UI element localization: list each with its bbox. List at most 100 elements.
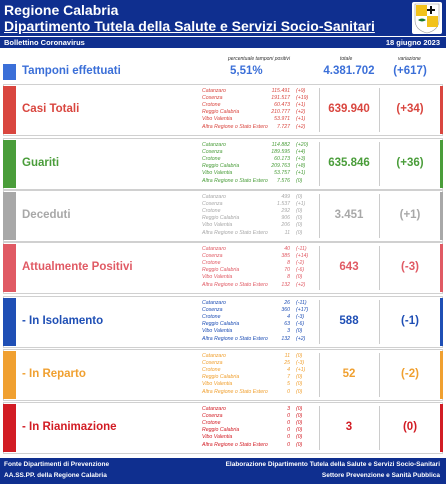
attualmente-positivi-color-bar bbox=[3, 244, 16, 292]
in-isolamento-label: - In Isolamento bbox=[22, 315, 104, 327]
province-delta: (0) bbox=[296, 388, 303, 395]
province-name: Altra Regione o Stato Estero bbox=[202, 281, 268, 288]
column-divider bbox=[379, 194, 380, 238]
attualmente-positivi-total: 643 bbox=[339, 261, 359, 273]
province-delta: (0) bbox=[296, 215, 303, 222]
in-isolamento-edge-bar bbox=[440, 298, 443, 346]
in-rianimazione-variation: (0) bbox=[402, 421, 418, 433]
in-rianimazione-color-bar bbox=[3, 404, 16, 452]
footer-elaboration: Elaborazione Dipartimento Tutela della S… bbox=[225, 461, 440, 468]
casi-totali-total: 639.940 bbox=[328, 103, 370, 115]
in-isolamento-color-bar bbox=[3, 298, 16, 346]
footer-bar: Fonte Dipartimenti di Prevenzione AA.SS.… bbox=[0, 458, 446, 484]
province-delta: (+2) bbox=[296, 335, 306, 342]
province-name: Cosenza bbox=[202, 413, 223, 420]
province-delta: (0) bbox=[296, 208, 303, 215]
casi-totali-variation: (+34) bbox=[396, 103, 424, 115]
province-name: Vibo Valentia bbox=[202, 274, 233, 281]
province-delta: (0) bbox=[296, 413, 303, 420]
province-delta: (0) bbox=[296, 194, 303, 200]
casi-totali-edge-bar bbox=[440, 86, 443, 134]
province-name: Vibo Valentia bbox=[202, 328, 233, 335]
province-value: 11 bbox=[284, 353, 290, 359]
province-value: 4 bbox=[287, 367, 290, 374]
column-divider bbox=[319, 142, 320, 186]
province-delta: (+2) bbox=[296, 123, 306, 130]
column-divider bbox=[319, 246, 320, 290]
province-value: 11 bbox=[284, 229, 290, 236]
in-rianimazione-label: - In Rianimazione bbox=[22, 421, 117, 433]
province-value: 7.576 bbox=[277, 177, 290, 184]
province-delta: (+20) bbox=[296, 142, 309, 148]
attualmente-positivi-label: Attualmente Positivi bbox=[22, 261, 133, 273]
deceduti-label: Deceduti bbox=[22, 209, 71, 221]
guariti-label: Guariti bbox=[22, 157, 60, 169]
province-name: Reggio Calabria bbox=[202, 374, 240, 381]
province-delta: (0) bbox=[296, 274, 303, 281]
column-divider bbox=[319, 406, 320, 450]
province-name: Altra Regione o Stato Estero bbox=[202, 388, 268, 395]
in-rianimazione-total: 3 bbox=[345, 421, 353, 433]
province-delta: (-6) bbox=[296, 321, 305, 328]
province-name: Vibo Valentia bbox=[202, 434, 233, 441]
province-name: Reggio Calabria bbox=[202, 427, 240, 434]
province-delta: (0) bbox=[296, 420, 303, 427]
total-header: totale bbox=[340, 56, 353, 62]
province-delta: (+3) bbox=[296, 156, 306, 163]
bulletin-label: Bollettino Coronavirus bbox=[4, 38, 85, 47]
province-name: Catanzaro bbox=[202, 246, 226, 252]
province-name: Altra Regione o Stato Estero bbox=[202, 123, 268, 130]
province-value: 115.491 bbox=[271, 88, 290, 94]
province-name: Catanzaro bbox=[202, 300, 226, 306]
deceduti-variation: (+1) bbox=[399, 209, 421, 221]
province-name: Altra Regione o Stato Estero bbox=[202, 229, 268, 236]
province-value: 40 bbox=[284, 246, 290, 252]
province-name: Cosenza bbox=[202, 360, 223, 367]
province-name: Cosenza bbox=[202, 149, 223, 156]
bulletin-date: 18 giugno 2023 bbox=[385, 38, 440, 47]
province-delta: (-3) bbox=[296, 314, 305, 321]
province-name: Altra Regione o Stato Estero bbox=[202, 335, 268, 342]
province-delta: (0) bbox=[296, 406, 303, 412]
province-value: 8 bbox=[287, 260, 290, 267]
region-title: Regione Calabria bbox=[4, 2, 119, 18]
guariti-total: 635.846 bbox=[328, 157, 370, 169]
province-delta: (+8) bbox=[296, 163, 306, 170]
column-divider bbox=[319, 88, 320, 132]
province-value: 26 bbox=[284, 300, 290, 306]
province-value: 210.777 bbox=[271, 109, 290, 116]
footer-sector: Settore Prevenzione e Sanità Pubblica bbox=[321, 472, 440, 479]
column-divider bbox=[379, 300, 380, 344]
province-value: 70 bbox=[284, 267, 290, 274]
province-delta: (-3) bbox=[296, 360, 305, 367]
region-crest-icon bbox=[412, 2, 442, 34]
guariti-variation: (+36) bbox=[396, 157, 424, 169]
province-name: Reggio Calabria bbox=[202, 163, 240, 170]
province-value: 0 bbox=[287, 427, 290, 434]
column-divider bbox=[319, 353, 320, 397]
province-value: 7 bbox=[287, 374, 290, 381]
variation-header: variazione bbox=[398, 56, 421, 62]
province-value: 114.882 bbox=[271, 142, 290, 148]
in-reparto-label: - In Reparto bbox=[22, 368, 86, 380]
guariti-color-bar bbox=[3, 140, 16, 188]
province-delta: (-2) bbox=[296, 260, 305, 267]
tamponi-color-bar bbox=[3, 64, 16, 80]
province-name: Vibo Valentia bbox=[202, 381, 233, 388]
province-name: Crotone bbox=[202, 314, 221, 321]
province-value: 191.517 bbox=[271, 95, 290, 102]
province-name: Crotone bbox=[202, 260, 221, 267]
casi-totali-row: Casi Totali Catanzaro 115.491 (+9) Cosenza 19… bbox=[0, 84, 446, 136]
tamponi-row: Tamponi effettuati 5,51% 4.381.702 (+617… bbox=[0, 62, 446, 82]
province-name: Crotone bbox=[202, 420, 221, 427]
province-name: Reggio Calabria bbox=[202, 321, 240, 328]
in-reparto-variation: (-2) bbox=[401, 368, 419, 380]
province-value: 5 bbox=[287, 381, 290, 388]
province-name: Cosenza bbox=[202, 95, 223, 102]
deceduti-total: 3.451 bbox=[334, 209, 364, 221]
attualmente-positivi-edge-bar bbox=[440, 244, 443, 292]
province-value: 3 bbox=[287, 406, 290, 412]
province-value: 189.595 bbox=[271, 149, 290, 156]
column-divider bbox=[379, 142, 380, 186]
province-delta: (+4) bbox=[296, 149, 306, 156]
